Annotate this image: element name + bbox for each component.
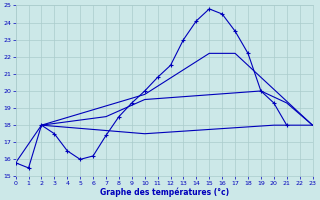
X-axis label: Graphe des températures (°c): Graphe des températures (°c) xyxy=(100,187,229,197)
